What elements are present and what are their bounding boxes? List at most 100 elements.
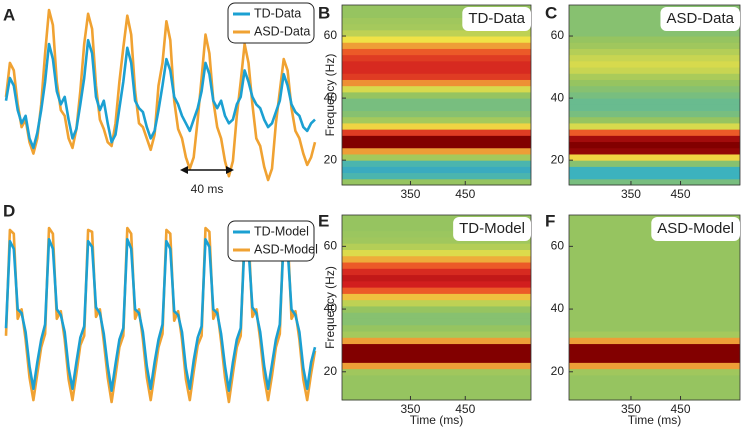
heat-cell: [569, 23, 740, 31]
heat-cell: [342, 287, 531, 294]
heat-cell: [569, 116, 740, 124]
heat-cell: [569, 91, 740, 99]
heat-cell: [569, 11, 740, 18]
x-tick-label: 350: [621, 402, 641, 416]
trace: [4, 38, 316, 150]
heat-cell: [342, 110, 531, 118]
heat-cell: [342, 243, 531, 250]
heat-cell: [342, 331, 531, 338]
heat-cell: [342, 48, 531, 56]
heat-cell: [342, 67, 531, 74]
heat-cell: [569, 381, 740, 388]
panel-letter: A: [3, 5, 15, 24]
heat-cell: [342, 318, 531, 326]
heat-cell: [569, 67, 740, 74]
heat-cell: [569, 236, 740, 244]
heat-cell: [569, 172, 740, 180]
heat-cell: [342, 116, 531, 124]
y-tick-label: 60: [324, 28, 338, 42]
y-tick-label: 60: [551, 28, 565, 42]
heat-cell: [342, 268, 531, 276]
heat-cell: [569, 255, 740, 263]
heat-cell: [342, 230, 531, 238]
y-axis-label: Frequency (Hz): [323, 54, 337, 137]
heat-cell: [342, 356, 531, 363]
heat-cell: [569, 249, 740, 257]
heat-cell: [342, 166, 531, 174]
title-box: [651, 217, 740, 241]
heat-cell: [569, 349, 740, 357]
heat-cell: [569, 129, 740, 136]
heat-cell: [569, 42, 740, 49]
heatmap: [342, 5, 531, 186]
heat-cell: [342, 312, 531, 319]
heatmap: [569, 215, 740, 401]
heat-cell: [569, 312, 740, 319]
heat-cell: [569, 79, 740, 87]
panel-title: ASD-Data: [666, 10, 734, 27]
heat-cell: [569, 262, 740, 269]
heat-cell: [569, 98, 740, 105]
heat-cell: [569, 110, 740, 118]
x-tick-label: 450: [671, 187, 691, 201]
heat-cell: [342, 381, 531, 388]
x-tick-label: 450: [455, 187, 475, 201]
heat-cell: [342, 224, 531, 232]
heat-cell: [569, 60, 740, 68]
heat-cell: [342, 104, 531, 112]
heat-cell: [342, 172, 531, 180]
heat-cell: [342, 299, 531, 307]
y-axis-label: Frequency (Hz): [323, 266, 337, 349]
heat-cell: [569, 5, 740, 12]
heat-cell: [569, 17, 740, 25]
heat-cell: [342, 42, 531, 49]
heat-cell: [569, 343, 740, 351]
heat-cell: [342, 147, 531, 155]
panel-letter: B: [318, 3, 330, 22]
heat-cell: [342, 374, 531, 382]
y-tick-label: 60: [324, 239, 338, 253]
y-tick-label: 40: [324, 301, 338, 315]
heat-cell: [342, 29, 531, 37]
heat-cell: [342, 337, 531, 345]
heat-cell: [342, 349, 531, 357]
heat-cell: [569, 268, 740, 276]
heat-cell: [342, 17, 531, 25]
heat-cell: [569, 178, 740, 186]
plot-frame: [341, 214, 532, 401]
heat-cell: [569, 166, 740, 174]
heat-cell: [342, 54, 531, 62]
heat-cell: [569, 215, 740, 219]
heat-cell: [342, 215, 531, 219]
heat-cell: [342, 368, 531, 376]
heat-cell: [342, 129, 531, 136]
heat-cell: [342, 91, 531, 99]
y-tick-label: 40: [551, 90, 565, 104]
heat-cell: [342, 98, 531, 105]
heat-cell: [342, 135, 531, 143]
heat-cell: [569, 318, 740, 326]
heat-cell: [569, 374, 740, 382]
heat-cell: [569, 147, 740, 155]
heat-cell: [569, 141, 740, 149]
title-box: [462, 7, 531, 31]
heat-cell: [569, 243, 740, 250]
heat-cell: [569, 356, 740, 363]
heat-cell: [342, 36, 531, 43]
heat-cell: [342, 274, 531, 282]
heat-cell: [342, 236, 531, 244]
heat-cell: [342, 60, 531, 68]
heat-cell: [342, 343, 531, 351]
trace: [4, 226, 317, 404]
heat-cell: [342, 293, 531, 301]
heat-cell: [342, 122, 531, 130]
y-tick-label: 60: [551, 239, 565, 253]
heat-cell: [569, 153, 740, 161]
legend-label: TD-Data: [254, 6, 301, 20]
heat-cell: [569, 280, 740, 288]
heat-cell: [342, 85, 531, 93]
x-tick-label: 350: [400, 402, 420, 416]
title-box: [660, 7, 740, 31]
heat-cell: [342, 79, 531, 87]
